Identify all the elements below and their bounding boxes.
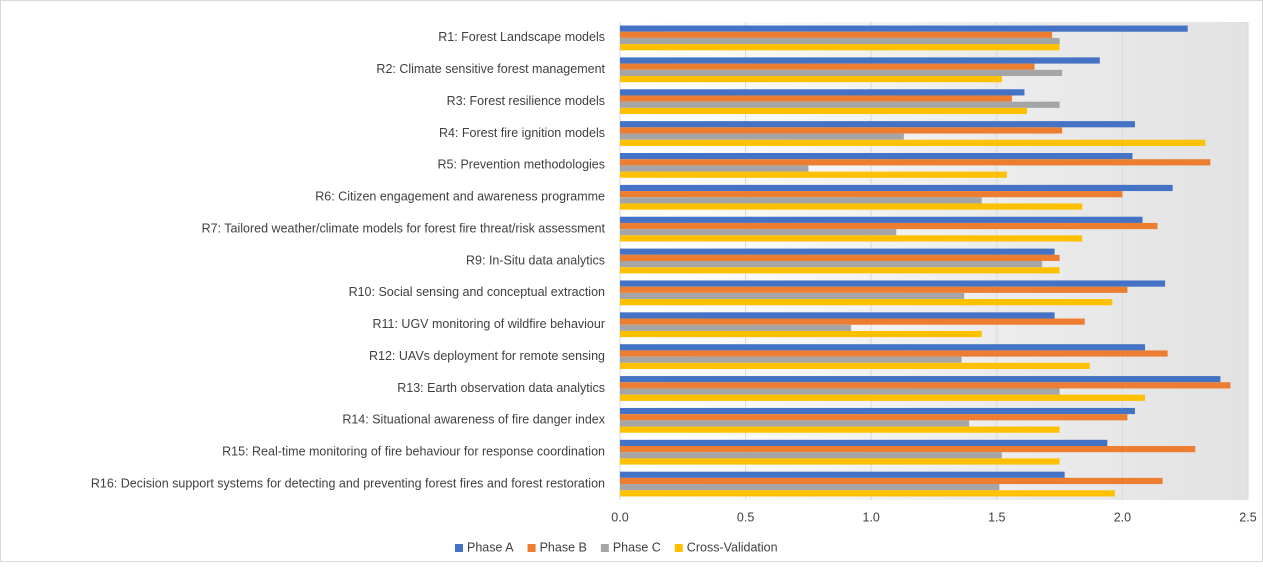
bar xyxy=(620,426,1060,433)
legend-label: Phase C xyxy=(613,540,661,554)
y-tick-label: R1: Forest Landscape models xyxy=(438,30,605,44)
y-tick-label: R16: Decision support systems for detect… xyxy=(91,476,605,490)
bar xyxy=(620,280,1166,287)
bar xyxy=(620,439,1108,446)
bar xyxy=(620,388,1060,395)
bar xyxy=(620,330,982,338)
bar xyxy=(620,471,1065,478)
bar xyxy=(620,344,1146,351)
y-tick-label: R3: Forest resilience models xyxy=(447,94,605,108)
bar xyxy=(620,165,809,172)
bar xyxy=(620,299,1113,306)
bar xyxy=(620,414,1128,421)
bar xyxy=(620,350,1168,357)
bar xyxy=(620,159,1211,166)
x-tick-label: 1.0 xyxy=(863,510,880,524)
bar xyxy=(620,235,1083,242)
bar xyxy=(620,356,962,363)
bar xyxy=(620,376,1221,383)
y-tick-label: R4: Forest fire ignition models xyxy=(439,126,605,140)
bar xyxy=(620,133,904,140)
y-tick-label: R11: UGV monitoring of wildfire behaviou… xyxy=(372,317,605,331)
bar xyxy=(620,76,1002,83)
y-tick-label: R12: UAVs deployment for remote sensing xyxy=(369,349,605,363)
bar xyxy=(620,216,1143,223)
bar xyxy=(620,477,1163,485)
bar xyxy=(620,267,1060,274)
y-tick-label: R6: Citizen engagement and awareness pro… xyxy=(315,190,605,204)
bar xyxy=(620,63,1035,70)
bar xyxy=(620,25,1188,32)
bar xyxy=(620,362,1090,369)
legend-swatch xyxy=(674,544,683,552)
x-tick-label: 2.0 xyxy=(1114,510,1131,524)
legend-label: Cross-Validation xyxy=(687,540,778,554)
bar xyxy=(620,191,1123,198)
bar xyxy=(620,420,970,427)
bar xyxy=(620,484,1000,491)
y-tick-label: R10: Social sensing and conceptual extra… xyxy=(349,285,605,299)
bar xyxy=(620,171,1007,178)
bar xyxy=(620,57,1100,64)
legend-swatch xyxy=(600,544,609,552)
bar xyxy=(620,153,1133,160)
bar xyxy=(620,286,1128,293)
bar xyxy=(620,197,982,204)
bar xyxy=(620,127,1063,134)
y-tick-label: R2: Climate sensitive forest management xyxy=(376,62,605,76)
bar xyxy=(620,292,965,300)
y-tick-label: R15: Real-time monitoring of fire behavi… xyxy=(222,444,605,458)
bar xyxy=(620,407,1135,415)
bar xyxy=(620,490,1115,497)
bar xyxy=(620,89,1025,96)
bar xyxy=(620,44,1060,51)
bar xyxy=(620,261,1043,268)
legend-label: Phase B xyxy=(540,540,587,554)
y-tick-label: R5: Prevention methodologies xyxy=(438,158,605,172)
bar xyxy=(620,248,1055,255)
bar xyxy=(620,203,1083,210)
bar xyxy=(620,121,1135,128)
x-tick-label: 0.0 xyxy=(611,510,628,524)
bar xyxy=(620,229,897,236)
y-tick-label: R7: Tailored weather/climate models for … xyxy=(202,221,606,235)
y-tick-label: R9: In-Situ data analytics xyxy=(466,253,605,267)
y-tick-label: R13: Earth observation data analytics xyxy=(397,381,605,395)
legend-swatch xyxy=(455,544,463,552)
bar xyxy=(620,312,1055,319)
bar xyxy=(620,222,1158,230)
x-tick-label: 2.5 xyxy=(1239,510,1256,524)
bar xyxy=(620,318,1085,325)
x-tick-label: 1.5 xyxy=(988,510,1005,524)
bar xyxy=(620,254,1060,261)
legend-label: Phase A xyxy=(467,540,514,554)
bar xyxy=(620,394,1146,401)
y-tick-label: R14: Situational awareness of fire dange… xyxy=(342,413,605,427)
bar xyxy=(620,184,1173,192)
x-tick-label: 0.5 xyxy=(737,510,754,524)
bar xyxy=(620,446,1196,453)
legend-swatch xyxy=(527,544,536,552)
bar xyxy=(620,31,1053,38)
bar xyxy=(620,101,1060,108)
bar xyxy=(620,107,1027,115)
bar xyxy=(620,382,1231,389)
bar xyxy=(620,139,1206,146)
bar xyxy=(620,324,852,331)
bar xyxy=(620,452,1002,459)
bar xyxy=(620,37,1060,45)
bar xyxy=(620,458,1060,465)
bar xyxy=(620,95,1012,102)
bar xyxy=(620,69,1063,76)
